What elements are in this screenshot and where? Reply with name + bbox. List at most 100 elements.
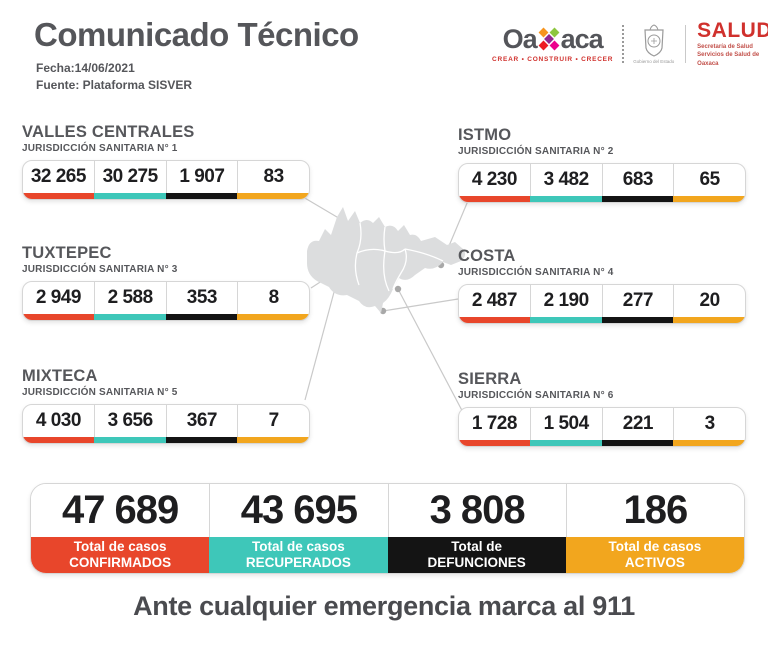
region-name: TUXTEPEC xyxy=(22,244,112,262)
deaths-cell: 277 xyxy=(601,285,675,324)
deaths-value: 277 xyxy=(622,290,654,312)
confirmed-cell: 1 728 xyxy=(459,408,531,447)
total-recovered-value: 43 695 xyxy=(209,484,388,537)
region-jurisdiction: JURISDICCIÓN SANITARIA N° 4 xyxy=(458,267,614,279)
region-jurisdiction: JURISDICCIÓN SANITARIA N° 3 xyxy=(22,264,178,276)
government-shield-icon xyxy=(644,24,664,57)
active-value: 3 xyxy=(704,413,716,435)
active-cell: 3 xyxy=(673,408,745,447)
region-jurisdiction: JURISDICCIÓN SANITARIA N° 6 xyxy=(458,390,614,402)
confirmed-value: 1 728 xyxy=(471,413,518,435)
recovered-value: 3 656 xyxy=(107,410,154,432)
state-crest: Gobierno del Estado xyxy=(633,24,674,64)
oaxaca-word-left: Oa xyxy=(502,23,538,54)
active-cell: 8 xyxy=(237,282,309,321)
active-color-bar xyxy=(237,193,309,200)
recovered-cell: 1 504 xyxy=(529,408,603,447)
recovered-cell: 3 482 xyxy=(529,164,603,203)
deaths-value: 353 xyxy=(186,287,218,309)
recovered-value: 30 275 xyxy=(102,166,159,188)
active-cell: 7 xyxy=(237,405,309,444)
confirmed-color-bar xyxy=(23,193,95,200)
confirmed-cell: 2 949 xyxy=(23,282,95,321)
region-name: COSTA xyxy=(458,247,516,265)
oaxaca-tagline: CREAR • CONSTRUIR • CRECER xyxy=(492,55,614,63)
deaths-cell: 683 xyxy=(601,164,675,203)
salud-sub1: Secretaría de Salud xyxy=(697,44,753,51)
total-deaths-label: Total de DEFUNCIONES xyxy=(387,537,566,573)
active-color-bar xyxy=(673,440,745,447)
state-totals-strip: 47 689 Total de casos CONFIRMADOS 43 695… xyxy=(30,483,745,574)
region-name: MIXTECA xyxy=(22,367,98,385)
logo-strip: Oa aca CREAR • CONSTRUIR • CRECER Gobier… xyxy=(492,18,768,70)
region-stats-box: 2 487 2 190 277 20 xyxy=(458,284,746,325)
label-line2: CONFIRMADOS xyxy=(69,555,172,570)
region-name: VALLES CENTRALES xyxy=(22,123,195,141)
recovered-color-bar xyxy=(529,196,603,203)
recovered-value: 3 482 xyxy=(543,169,590,191)
confirmed-value: 2 487 xyxy=(471,290,518,312)
active-color-bar xyxy=(237,314,309,321)
salud-title: SALUD xyxy=(697,19,768,43)
region-name: ISTMO xyxy=(458,126,512,144)
total-active-label: Total de casos ACTIVOS xyxy=(565,537,744,573)
label-line1: Total de casos xyxy=(73,539,167,555)
active-cell: 83 xyxy=(237,161,309,200)
region-jurisdiction: JURISDICCIÓN SANITARIA N° 5 xyxy=(22,387,178,399)
report-date: Fecha:14/06/2021 xyxy=(36,61,135,75)
active-value: 7 xyxy=(268,410,280,432)
active-color-bar xyxy=(237,437,309,444)
dotted-divider xyxy=(622,25,625,63)
recovered-color-bar xyxy=(529,317,603,324)
region-jurisdiction: JURISDICCIÓN SANITARIA N° 2 xyxy=(458,146,614,158)
deaths-value: 1 907 xyxy=(179,166,225,188)
label-line1: Total de xyxy=(451,539,502,555)
report-source: Fuente: Plataforma SISVER xyxy=(36,77,193,92)
region-block-valles-centrales: VALLES CENTRALES JURISDICCIÓN SANITARIA … xyxy=(22,123,310,201)
recovered-cell: 2 190 xyxy=(529,285,603,324)
confirmed-cell: 4 230 xyxy=(459,164,531,203)
deaths-cell: 1 907 xyxy=(165,161,239,200)
total-active: 186 Total de casos ACTIVOS xyxy=(565,484,744,573)
confirmed-value: 2 949 xyxy=(35,287,82,309)
region-stats-box: 4 030 3 656 367 7 xyxy=(22,404,310,445)
deaths-color-bar xyxy=(601,196,675,203)
total-recovered: 43 695 Total de casos RECUPERADOS xyxy=(209,484,388,573)
emergency-message: Ante cualquier emergencia marca al 911 xyxy=(133,591,635,621)
total-active-value: 186 xyxy=(565,484,744,537)
active-value: 65 xyxy=(699,169,721,191)
label-line2: RECUPERADOS xyxy=(245,555,351,570)
deaths-cell: 221 xyxy=(601,408,675,447)
vertical-divider xyxy=(685,25,687,63)
active-value: 8 xyxy=(268,287,280,309)
deaths-color-bar xyxy=(165,193,239,200)
report-meta: Fecha:14/06/2021 Fuente: Plataforma SISV… xyxy=(36,60,192,94)
recovered-cell: 30 275 xyxy=(93,161,167,200)
total-recovered-label: Total de casos RECUPERADOS xyxy=(209,537,388,573)
confirmed-value: 4 030 xyxy=(35,410,82,432)
recovered-cell: 2 588 xyxy=(93,282,167,321)
deaths-cell: 353 xyxy=(165,282,239,321)
total-deaths-value: 3 808 xyxy=(387,484,566,537)
government-caption: Gobierno del Estado xyxy=(633,59,675,64)
active-color-bar xyxy=(673,317,745,324)
label-line1: Total de casos xyxy=(608,539,702,555)
confirmed-cell: 4 030 xyxy=(23,405,95,444)
recovered-cell: 3 656 xyxy=(93,405,167,444)
recovered-color-bar xyxy=(93,193,167,200)
oaxaca-x-diamonds-icon xyxy=(538,27,560,51)
total-confirmed-label: Total de casos CONFIRMADOS xyxy=(31,537,210,573)
region-stats-box: 4 230 3 482 683 65 xyxy=(458,163,746,204)
label-line2: DEFUNCIONES xyxy=(427,555,526,570)
total-confirmed-value: 47 689 xyxy=(31,484,210,537)
active-color-bar xyxy=(673,196,745,203)
page-title: Comunicado Técnico xyxy=(34,16,359,53)
deaths-color-bar xyxy=(165,437,239,444)
confirmed-color-bar xyxy=(459,317,531,324)
confirmed-color-bar xyxy=(23,314,95,321)
deaths-cell: 367 xyxy=(165,405,239,444)
recovered-value: 2 588 xyxy=(107,287,154,309)
confirmed-cell: 2 487 xyxy=(459,285,531,324)
oaxaca-wordmark: Oa aca xyxy=(502,23,604,54)
